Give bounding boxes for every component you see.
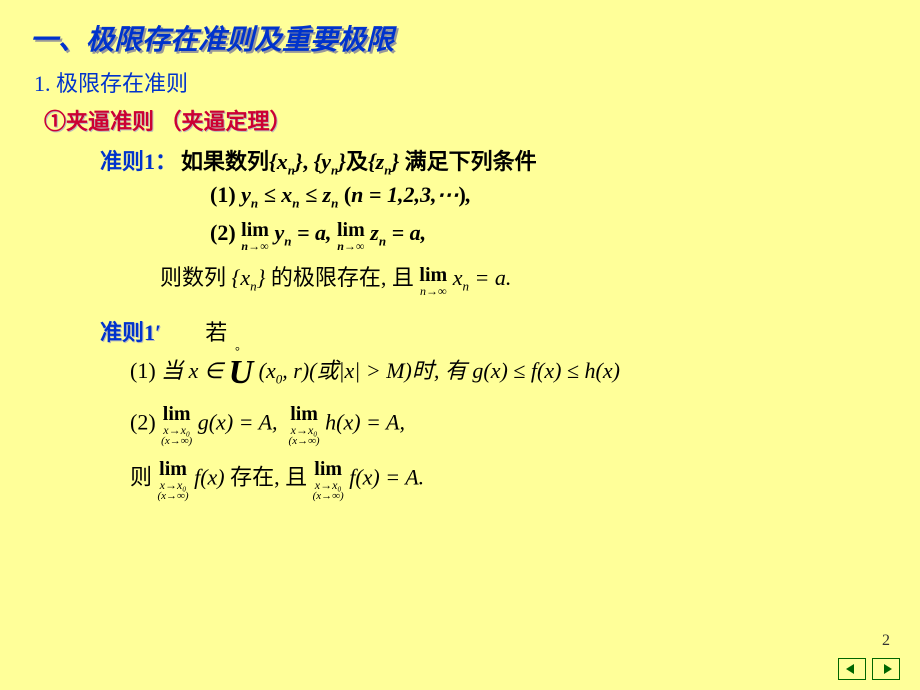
ruo-text: 若 [205, 320, 227, 345]
rule1-text-a: 如果数列 [181, 149, 269, 174]
rule1-label: 准则1： [100, 144, 177, 176]
next-icon [878, 662, 894, 676]
conclusion-a: 则数列 [160, 265, 226, 290]
lim-sub-6b: (x→∞) [158, 491, 189, 502]
conclusion-row: 则数列 {xn} 的极限存在, 且 lim n→∞ xn = a. [160, 260, 890, 297]
subtitle-2: ①夹逼准则 （夹逼定理） [44, 104, 890, 136]
lim-text-2: lim [337, 219, 365, 241]
rule1-text-c: 满足下列条件 [405, 149, 537, 174]
lim-sub-7b: (x→∞) [313, 491, 344, 502]
rule1-prime-label: 准则1′ [100, 315, 161, 347]
subtitle-1: 1. 极限存在准则 [34, 66, 890, 98]
lim-sub-6a: x→x₀ [158, 479, 189, 491]
prev-button[interactable] [838, 658, 866, 680]
lim-sub-2: n→∞ [337, 240, 365, 252]
func-condition-2: (2) lim x→x₀ (x→∞) g(x) = A, lim x→x₀ (x… [130, 402, 890, 447]
rule1-text-b: 及 [346, 149, 368, 174]
func-condition-1: (1) 当 x ∈ U (x0, r)(或|x| > M)时, 有 g(x) ≤… [130, 353, 890, 392]
lim-sub-5a: x→x₀ [289, 424, 320, 436]
lim-sub-7a: x→x₀ [313, 479, 344, 491]
page-number: 2 [882, 632, 890, 650]
conclusion-b: 的极限存在, 且 [271, 265, 414, 290]
lim-sub-4b: (x→∞) [161, 436, 192, 447]
next-button[interactable] [872, 658, 900, 680]
lim-text-4: lim [163, 403, 191, 425]
func-conc-a: 则 [130, 464, 152, 489]
lim-text-6: lim [159, 458, 187, 480]
func-conclusion: 则 lim x→x₀ (x→∞) f(x) 存在, 且 lim x→x₀ (x→… [130, 457, 890, 502]
condition-1: (1) yn ≤ xn ≤ zn (n = 1,2,3,⋯), [210, 182, 890, 211]
lim-text-1: lim [241, 219, 269, 241]
lim-text-3: lim [419, 264, 447, 286]
lim-sub-4a: x→x₀ [161, 424, 192, 436]
main-title: 一、极限存在准则及重要极限 [30, 18, 890, 58]
lim-text-5: lim [290, 403, 318, 425]
slide-content: 一、极限存在准则及重要极限 1. 极限存在准则 ①夹逼准则 （夹逼定理） 准则1… [0, 0, 920, 690]
nav-button-group [838, 658, 900, 680]
neighborhood-U: U [229, 354, 254, 392]
lim-text-7: lim [314, 458, 342, 480]
lim-sub-1: n→∞ [241, 240, 269, 252]
prev-icon [844, 662, 860, 676]
rule1-heading: 准则1： 如果数列{xn}, {yn}及{zn} 满足下列条件 [100, 144, 890, 178]
lim-sub-3: n→∞ [419, 285, 447, 297]
rule1-prime-row: 准则1′ 若 [30, 315, 890, 347]
condition-2: (2) lim n→∞ yn = a, lim n→∞ zn = a, [210, 218, 890, 252]
lim-sub-5b: (x→∞) [289, 436, 320, 447]
